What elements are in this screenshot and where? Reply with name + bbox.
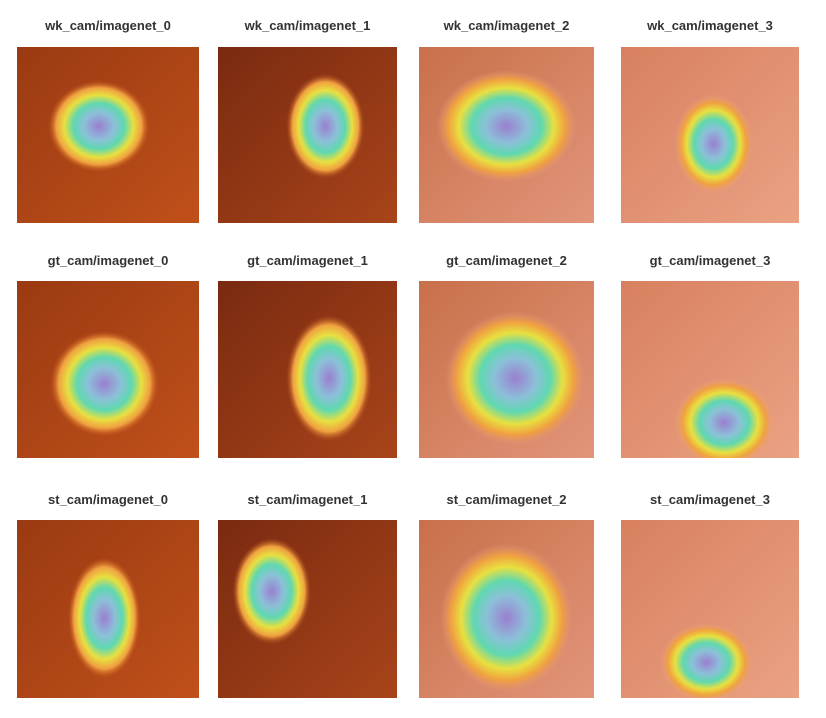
activation-hotspot (674, 94, 753, 194)
heatmap-image (419, 281, 594, 458)
heatmap-canvas (218, 47, 397, 223)
heatmap-canvas (17, 281, 199, 458)
panel-gt-cam-1: gt_cam/imagenet_1 (218, 249, 397, 459)
heatmap-canvas (621, 47, 799, 223)
heatmap-image (218, 281, 397, 458)
panel-title: gt_cam/imagenet_0 (47, 253, 169, 268)
heatmap-image (419, 47, 594, 223)
heatmap-canvas (419, 281, 594, 458)
heatmap-image (621, 47, 799, 223)
heatmap-canvas (17, 47, 199, 223)
heatmap-canvas (17, 520, 199, 698)
heatmap-image (17, 520, 199, 698)
panel-title: gt_cam/imagenet_2 (446, 253, 567, 268)
activation-hotspot (660, 623, 753, 698)
panel-gt-cam-2: gt_cam/imagenet_2 (419, 249, 594, 459)
activation-hotspot (440, 543, 573, 693)
panel-title: wk_cam/imagenet_2 (443, 18, 570, 33)
heatmap-image (621, 281, 799, 458)
panel-st-cam-1: st_cam/imagenet_1 (218, 488, 397, 700)
activation-hotspot (436, 69, 577, 183)
heatmap-image (218, 520, 397, 698)
panel-wk-cam-1: wk_cam/imagenet_1 (218, 14, 397, 224)
panel-wk-cam-2: wk_cam/imagenet_2 (419, 14, 594, 224)
heatmap-image (218, 47, 397, 223)
panel-gt-cam-0: gt_cam/imagenet_0 (17, 249, 199, 459)
activation-hotspot (232, 537, 312, 645)
activation-hotspot (445, 311, 586, 446)
activation-hotspot (286, 314, 372, 443)
panel-title: st_cam/imagenet_0 (48, 492, 168, 507)
panel-wk-cam-3: wk_cam/imagenet_3 (621, 14, 799, 224)
panel-st-cam-0: st_cam/imagenet_0 (17, 488, 199, 700)
activation-hotspot (67, 557, 141, 679)
activation-hotspot (674, 378, 775, 458)
heatmap-canvas (218, 281, 397, 458)
panel-title: gt_cam/imagenet_3 (649, 253, 771, 268)
panel-title: wk_cam/imagenet_1 (244, 18, 371, 33)
activation-hotspot (47, 80, 150, 172)
panel-title: st_cam/imagenet_2 (446, 492, 567, 507)
panel-wk-cam-0: wk_cam/imagenet_0 (17, 14, 199, 224)
heatmap-image (17, 47, 199, 223)
heatmap-canvas (419, 520, 594, 698)
panel-title: wk_cam/imagenet_0 (45, 18, 171, 33)
heatmap-canvas (218, 520, 397, 698)
activation-hotspot (286, 73, 365, 179)
panel-st-cam-3: st_cam/imagenet_3 (621, 488, 799, 700)
heatmap-canvas (419, 47, 594, 223)
panel-title: gt_cam/imagenet_1 (247, 253, 368, 268)
activation-hotspot (49, 330, 159, 437)
heatmap-image (621, 520, 799, 698)
heatmap-canvas (621, 520, 799, 698)
heatmap-image (419, 520, 594, 698)
heatmap-canvas (621, 281, 799, 458)
panel-title: st_cam/imagenet_3 (650, 492, 770, 507)
panel-title: wk_cam/imagenet_3 (647, 18, 773, 33)
panel-st-cam-2: st_cam/imagenet_2 (419, 488, 594, 700)
panel-gt-cam-3: gt_cam/imagenet_3 (621, 249, 799, 459)
heatmap-image (17, 281, 199, 458)
panel-title: st_cam/imagenet_1 (247, 492, 368, 507)
